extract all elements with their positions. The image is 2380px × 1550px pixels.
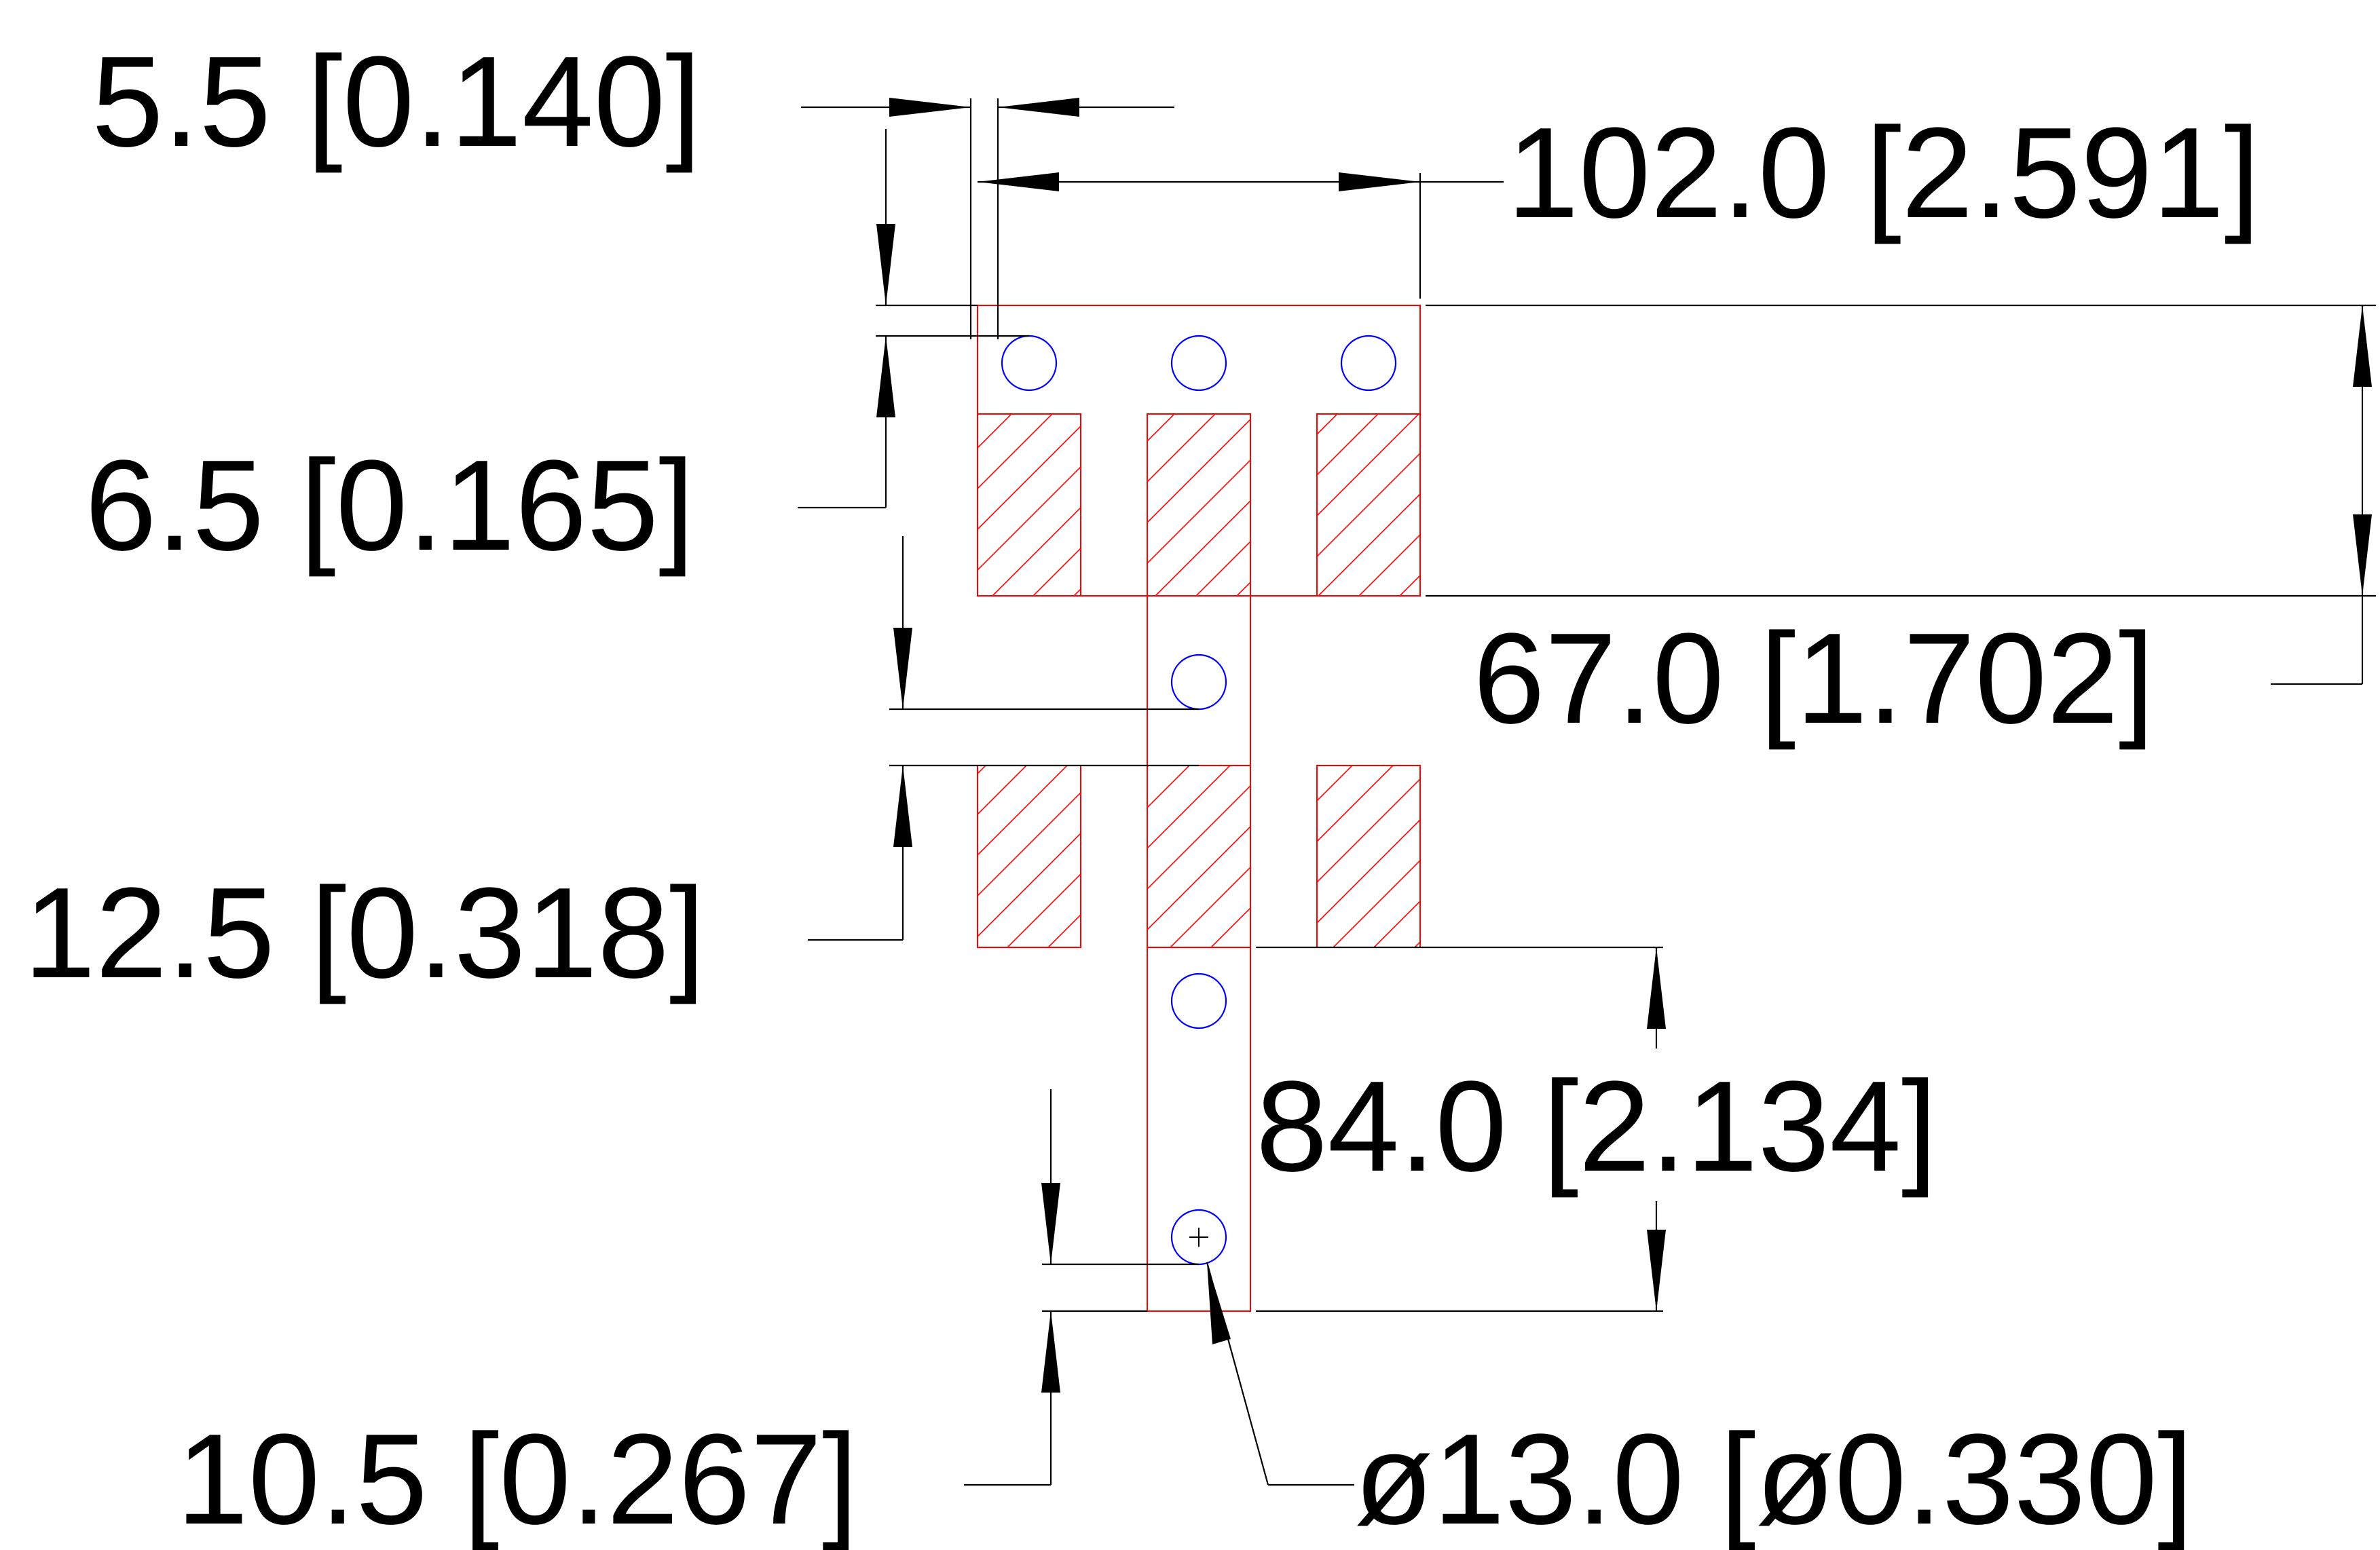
- holes: [1001, 335, 1397, 1266]
- hole-stem-middle: [1170, 972, 1227, 1029]
- hole-top-center: [1170, 335, 1227, 392]
- pad-top-right: [1316, 413, 1421, 597]
- dim-label-top-section-height: 67.0 [1.702]: [1473, 607, 2155, 751]
- pad-middle-center: [1147, 765, 1251, 948]
- dim-stem-height: [1256, 946, 1666, 1312]
- hole-stem-upper: [1170, 654, 1227, 711]
- dim-hole-diameter-leader: [1206, 1262, 1354, 1486]
- dim-label-overall-width: 102.0 [2.591]: [1507, 101, 2260, 245]
- hole-center-mark: [1189, 1228, 1208, 1247]
- dim-label-bottom-hole-offset: 10.5 [0.267]: [176, 1407, 858, 1550]
- dim-label-hole-offset-y: 6.5 [0.165]: [85, 434, 694, 578]
- dim-label-stem-height: 84.0 [2.134]: [1256, 1055, 1937, 1198]
- dim-bottom-hole-offset: [964, 1089, 1199, 1486]
- hole-top-right: [1340, 335, 1397, 392]
- stem-outline: [1147, 595, 1251, 1312]
- dim-label-pin-pitch: 12.5 [0.318]: [24, 861, 705, 1005]
- dim-hole-offset-x: [801, 98, 1174, 339]
- dim-label-hole-diameter: ø13.0 [ø0.330]: [1354, 1407, 2193, 1550]
- pads: [977, 413, 1421, 948]
- pad-top-left: [977, 413, 1081, 597]
- pad-middle-left: [977, 765, 1081, 948]
- dim-pin-pitch: [808, 536, 1199, 941]
- dim-hole-offset-y: [798, 129, 1029, 509]
- hole-top-left: [1001, 335, 1058, 392]
- pad-top-center: [1147, 413, 1251, 597]
- dim-top-section-height: [1426, 304, 2376, 685]
- dim-label-hole-offset-x: 5.5 [0.140]: [92, 30, 701, 174]
- dim-overall-width: [978, 172, 1504, 299]
- pad-middle-right: [1316, 765, 1421, 948]
